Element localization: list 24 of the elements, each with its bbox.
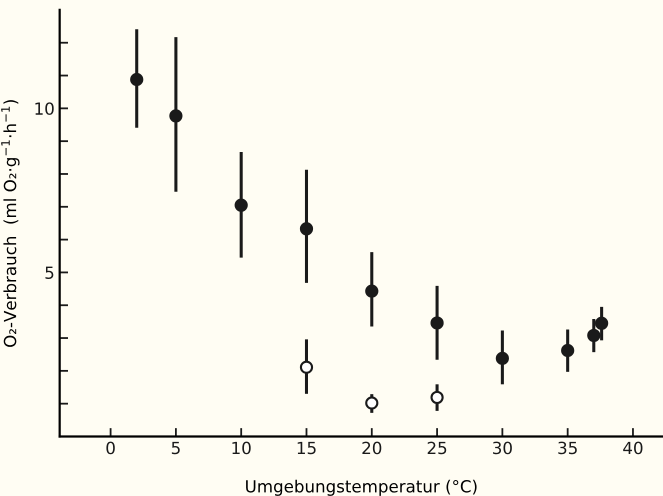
x-axis-title: Umgebungstemperatur (°C) [246, 480, 477, 496]
x-tick-label: 5 [172, 442, 180, 454]
x-tick-label: 30 [493, 442, 512, 454]
point [234, 198, 248, 212]
x-tick-label: 20 [362, 442, 382, 454]
x-tick-label: 10 [232, 442, 251, 454]
point [430, 390, 444, 404]
point [169, 109, 182, 123]
y-axis-title: O₂-Verbrauch (ml O₂·g$^{−1}$·h$^{−1}$) [1, 100, 20, 347]
point [130, 72, 144, 86]
point [595, 316, 608, 330]
point [496, 352, 509, 365]
point [365, 284, 378, 298]
point [365, 396, 378, 410]
x-tick-label: 40 [623, 442, 642, 454]
x-tick-label: 0 [106, 442, 115, 454]
point [300, 360, 314, 374]
point [587, 328, 600, 342]
x-tick-label: 25 [428, 442, 446, 454]
x-tick-label: 35 [558, 442, 577, 454]
point [300, 222, 314, 236]
x-tick-label: 15 [298, 442, 316, 454]
point [561, 344, 574, 358]
point [430, 316, 444, 330]
